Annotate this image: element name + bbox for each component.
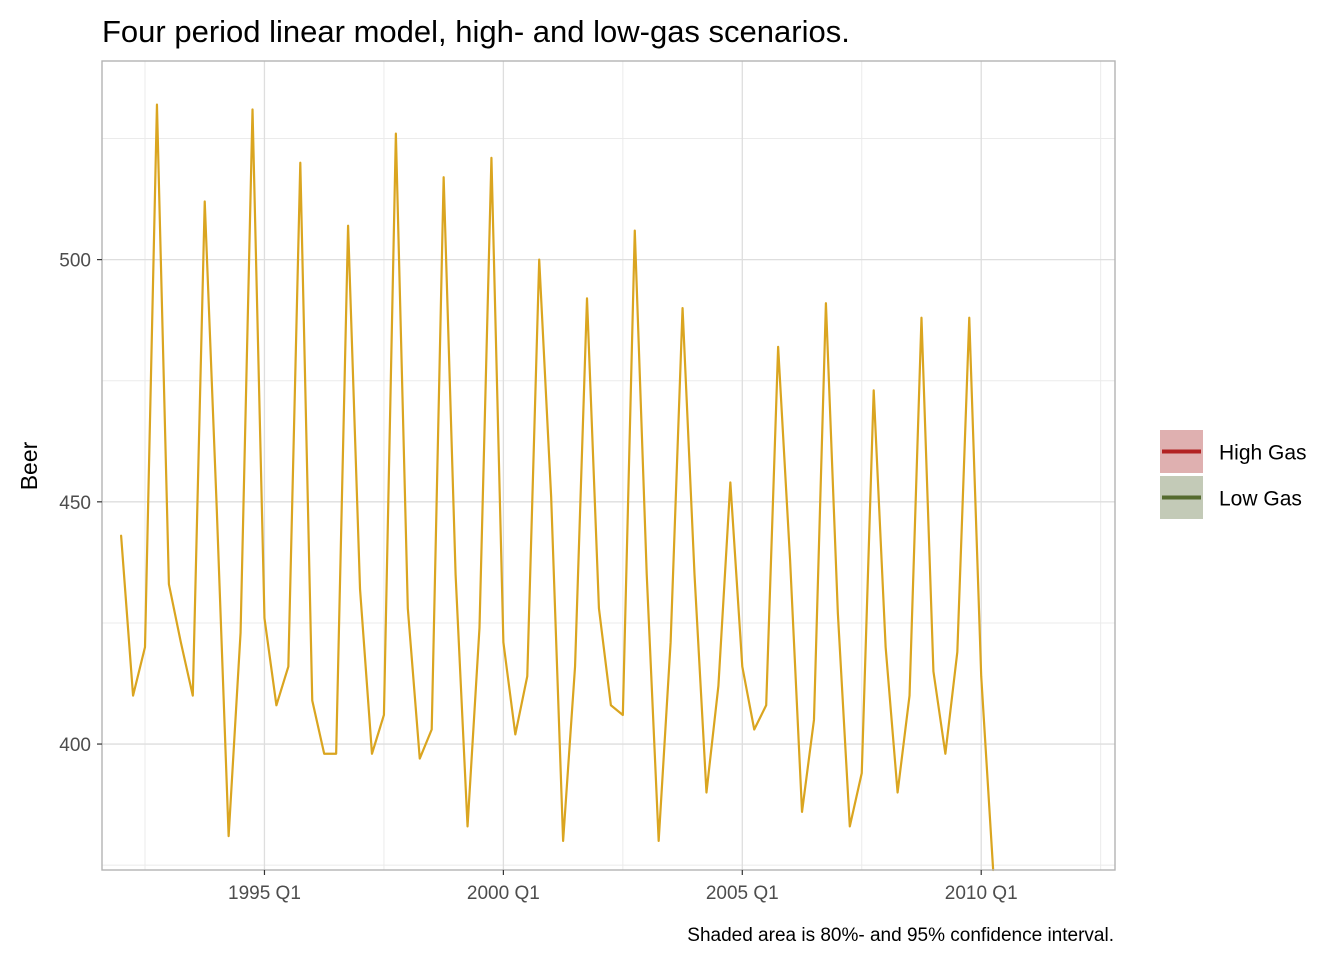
- series-layer: [120, 103, 995, 872]
- plot-border: [101, 60, 1116, 871]
- y-tick-label-500: 500: [59, 251, 91, 272]
- x-axis: 1995 Q1 2000 Q1 2005 Q1 2010 Q1: [228, 870, 1018, 904]
- x-tick-label-1: 2000 Q1: [467, 883, 540, 904]
- legend-label-0: High Gas: [1219, 442, 1307, 465]
- minor-gridlines: [102, 61, 1115, 870]
- y-tick-label-450: 450: [59, 493, 91, 514]
- y-axis: 400 450 500: [59, 251, 102, 756]
- legend-label-1: Low Gas: [1219, 488, 1302, 511]
- x-tick-label-2: 2005 Q1: [706, 883, 779, 904]
- series-line-0: [120, 103, 995, 872]
- chart-title: Four period linear model, high- and low-…: [102, 14, 850, 49]
- y-tick-label-400: 400: [59, 735, 91, 756]
- x-tick-label-3: 2010 Q1: [945, 883, 1018, 904]
- legend: High Gas Low Gas: [1160, 430, 1307, 519]
- y-axis-title: Beer: [16, 441, 42, 490]
- plot-panel: [102, 61, 1115, 870]
- chart-caption: Shaded area is 80%- and 95% confidence i…: [687, 925, 1114, 946]
- x-tick-label-0: 1995 Q1: [228, 883, 301, 904]
